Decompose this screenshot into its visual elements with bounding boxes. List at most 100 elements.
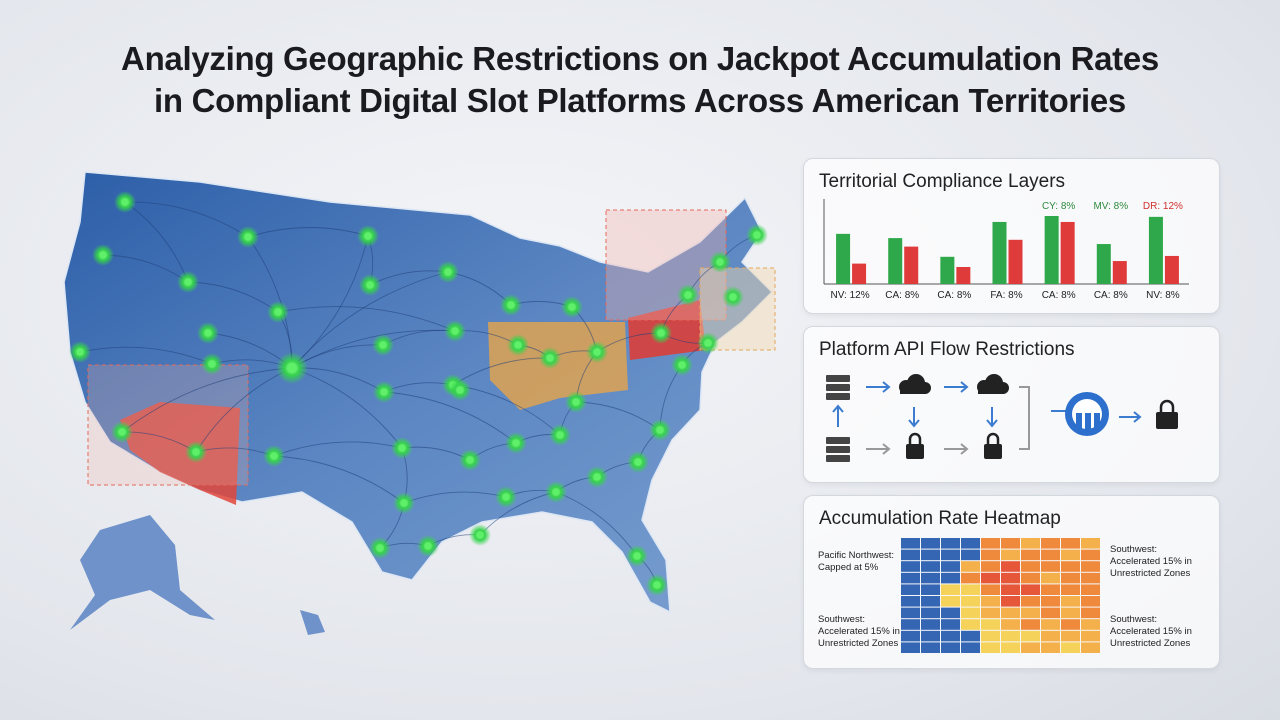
heat-cell [1081, 630, 1100, 642]
node [424, 542, 432, 550]
node [502, 493, 510, 501]
heat-cell [1061, 572, 1080, 584]
node [444, 268, 452, 276]
network-link [121, 367, 293, 433]
heat-cell [901, 538, 920, 549]
bar-chart: NV: 12% CA: 8% CA: 8% FA: 8% CA: 8% CA: 8% NV:… [823, 199, 1189, 301]
heat-cell [1021, 561, 1040, 572]
heat-cell [941, 642, 960, 653]
heatmap-label: Unrestricted Zones [1110, 568, 1191, 579]
heat-cell [941, 607, 960, 619]
bar [1060, 221, 1075, 284]
heat-cell [1081, 619, 1100, 630]
heat-cell [1061, 538, 1080, 549]
network-link [79, 346, 213, 365]
node [244, 233, 252, 241]
node [568, 303, 576, 311]
heat-cell [921, 538, 940, 549]
gateway-icon [1065, 392, 1109, 436]
flow-diagram [826, 374, 1178, 462]
heatmap-label: Southwest: [1110, 544, 1157, 555]
heat-cell [981, 572, 1000, 584]
heat-cell [1001, 596, 1020, 607]
node [379, 341, 387, 349]
heat-cell [1021, 607, 1040, 619]
panel-title: Territorial Compliance Layers [819, 171, 1066, 192]
heatmap-label: Unrestricted Zones [1110, 638, 1191, 649]
heat-cell [1081, 538, 1100, 549]
heat-cell [981, 596, 1000, 607]
heat-cell [1021, 642, 1040, 653]
heat-cell [1041, 561, 1060, 572]
node [287, 363, 297, 373]
x-tick-label: CA: 8% [937, 290, 971, 301]
heat-cell [961, 584, 980, 595]
bar [1008, 239, 1023, 284]
heat-cell [1001, 642, 1020, 653]
heat-cell [901, 584, 920, 595]
heat-cell [981, 630, 1000, 642]
x-tick-label: FA: 8% [990, 290, 1022, 301]
node [593, 348, 601, 356]
node [451, 327, 459, 335]
heat-cell [901, 596, 920, 607]
heat-cell [961, 619, 980, 630]
heat-cell [1061, 642, 1080, 653]
node [192, 448, 200, 456]
heat-cell [941, 619, 960, 630]
bar [888, 238, 903, 284]
heat-cell [1041, 619, 1060, 630]
us-map [63, 171, 776, 635]
heat-cell [1041, 549, 1060, 561]
bar [1044, 216, 1059, 284]
heatmap-label: Southwest: [1110, 614, 1157, 625]
heat-cell [941, 630, 960, 642]
heat-cell [941, 538, 960, 549]
network-link [247, 227, 369, 238]
heat-cell [1081, 549, 1100, 561]
restricted-box [87, 364, 249, 486]
bar [1112, 261, 1127, 284]
heat-cell [1061, 561, 1080, 572]
node [476, 531, 484, 539]
heatmap-label: Unrestricted Zones [818, 638, 899, 649]
heat-cell [1061, 584, 1080, 595]
heat-cell [1061, 607, 1080, 619]
heat-cell [1001, 538, 1020, 549]
node [99, 251, 107, 259]
heat-cell [901, 607, 920, 619]
bar [1164, 255, 1179, 284]
heat-cell [1001, 572, 1020, 584]
heat-cell [901, 642, 920, 653]
heat-cell [1041, 642, 1060, 653]
annotation: MV: 8% [1093, 201, 1128, 212]
node [657, 329, 665, 337]
heat-cell [1001, 607, 1020, 619]
heat-cell [1021, 619, 1040, 630]
heat-cell [1041, 630, 1060, 642]
node [684, 291, 692, 299]
heat-cell [1021, 630, 1040, 642]
network-link [403, 491, 507, 504]
annotation: DR: 12% [1143, 201, 1183, 212]
heat-cell [901, 630, 920, 642]
node [400, 499, 408, 507]
heat-cell [1081, 642, 1100, 653]
x-tick-label: NV: 8% [1146, 290, 1180, 301]
network-link [291, 329, 456, 369]
node [572, 398, 580, 406]
heatmap-label: Capped at 5% [818, 562, 879, 573]
network-link [124, 201, 189, 283]
node [507, 301, 515, 309]
node [656, 426, 664, 434]
network-link [383, 391, 517, 444]
heat-cell [921, 572, 940, 584]
bar [940, 256, 955, 284]
heat-cell [961, 630, 980, 642]
heat-cell [981, 642, 1000, 653]
heat-cell [1021, 549, 1040, 561]
node [118, 428, 126, 436]
heat-cell [961, 596, 980, 607]
node [514, 341, 522, 349]
bar [992, 221, 1007, 284]
